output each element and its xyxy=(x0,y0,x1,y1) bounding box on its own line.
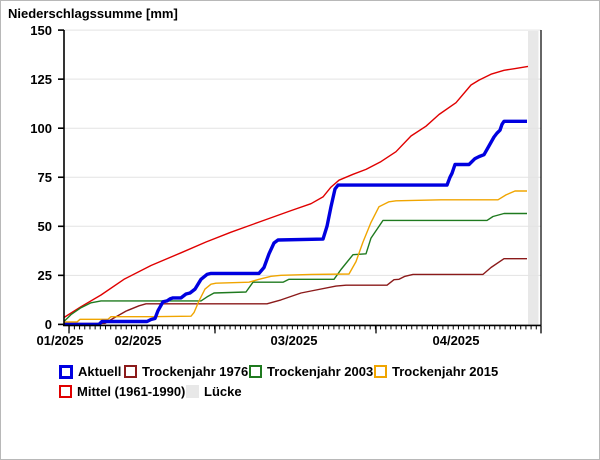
y-tick-label-25: 25 xyxy=(37,267,52,283)
series-trockenjahr_1976 xyxy=(64,258,527,325)
x-tick-label-01: 01/2025 xyxy=(36,333,84,348)
legend-item-aktuell: Aktuell xyxy=(59,364,122,379)
legend-label-aktuell: Aktuell xyxy=(78,364,122,379)
chart-title: Niederschlagssumme [mm] xyxy=(8,6,178,21)
legend-item-trockenjahr_2003: Trockenjahr 2003 xyxy=(249,364,374,379)
legend-label-luecke: Lücke xyxy=(204,384,242,399)
series-trockenjahr_2015 xyxy=(64,190,527,323)
legend-item-luecke: Lücke xyxy=(186,384,242,399)
legend-label-trockenjahr_2003: Trockenjahr 2003 xyxy=(267,364,374,379)
legend-swatch-trockenjahr_1976 xyxy=(124,365,137,378)
y-tick-label-125: 125 xyxy=(30,71,52,87)
y-tick-label-100: 100 xyxy=(30,120,52,136)
series-trockenjahr_2003 xyxy=(63,212,527,322)
legend-item-trockenjahr_2015: Trockenjahr 2015 xyxy=(374,364,499,379)
legend-label-mittel: Mittel (1961-1990) xyxy=(77,384,186,399)
series-mittel xyxy=(63,65,529,319)
legend-swatch-trockenjahr_2003 xyxy=(249,365,262,378)
series-aktuell xyxy=(64,119,527,327)
legend-swatch-aktuell xyxy=(59,364,73,379)
legend-swatch-trockenjahr_2015 xyxy=(374,365,387,378)
y-tick-label-50: 50 xyxy=(37,218,52,234)
x-tick-label-04: 04/2025 xyxy=(432,333,480,348)
x-tick-label-03: 03/2025 xyxy=(270,333,318,348)
legend-label-trockenjahr_1976: Trockenjahr 1976 xyxy=(142,364,249,379)
legend-swatch-mittel xyxy=(59,385,72,398)
legend-swatch-luecke xyxy=(186,385,199,398)
legend-item-mittel: Mittel (1961-1990) xyxy=(59,384,186,399)
legend-label-trockenjahr_2015: Trockenjahr 2015 xyxy=(392,364,499,379)
y-tick-label-150: 150 xyxy=(30,22,52,38)
legend-item-trockenjahr_1976: Trockenjahr 1976 xyxy=(124,364,249,379)
y-tick-label-0: 0 xyxy=(44,316,52,332)
y-tick-label-75: 75 xyxy=(37,169,52,185)
x-tick-label-02: 02/2025 xyxy=(114,333,162,348)
